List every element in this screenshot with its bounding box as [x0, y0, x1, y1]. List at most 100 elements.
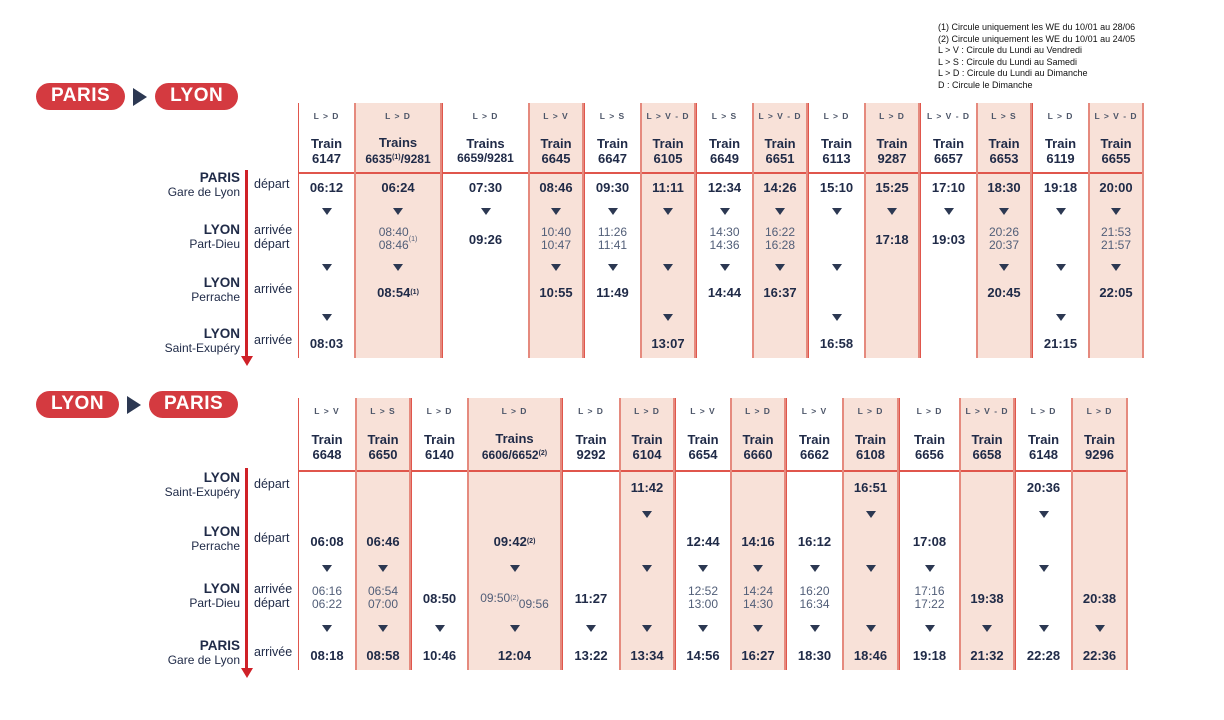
train-column-times: 11:11 13:07: [642, 172, 694, 358]
continuation-arrow-cell: [754, 256, 806, 278]
train-prefix: Train: [1100, 135, 1132, 151]
station-label: LYON Perrache: [191, 525, 240, 554]
legend-line: L > D : Circule du Lundi au Dimanche: [938, 68, 1088, 78]
train-number: Train 9287: [866, 129, 918, 172]
direction-arrow-icon: [133, 87, 148, 106]
train-number: Train 6645: [530, 129, 582, 172]
continuation-arrow-cell: [469, 556, 560, 580]
train-number-value: 6645: [541, 150, 571, 166]
service-days-label: L > D: [313, 111, 340, 121]
train-column: L > D Train 9292 11:27 13:22: [562, 398, 619, 670]
continuation-arrow-cell: [299, 256, 354, 278]
time-cell: 19:18: [1043, 179, 1078, 195]
train-column-times: 07:30 09:26: [443, 172, 528, 358]
train-column-times: 06:12 08:03: [299, 172, 354, 358]
train-prefix: Train: [708, 135, 741, 151]
continuation-arrow-icon: [887, 207, 897, 215]
empty-cell: [866, 328, 918, 358]
empty-cell: [1073, 526, 1126, 556]
time-cell: 08:50: [422, 590, 457, 606]
continuation-arrow-icon: [480, 207, 491, 215]
train-number-value: 9292: [576, 447, 606, 462]
empty-cell: [443, 256, 528, 278]
empty-cell: [563, 472, 619, 502]
train-column: L > V - D Train 6651 14:26 16:22 16:28 16:37: [752, 103, 808, 358]
time-cell: 14:26: [763, 179, 797, 195]
train-column: L > S Train 6649 12:34 14:30 14:36 14:44: [696, 103, 752, 358]
time-cell: 15:10: [819, 179, 854, 195]
continuation-arrow-icon: [509, 564, 520, 572]
station-label: LYON Saint-Exupéry: [165, 327, 240, 356]
time-cell: 21:53 21:57: [1100, 225, 1132, 252]
train-number-value: 6140: [425, 447, 454, 462]
stop-type-label: départ: [254, 177, 290, 191]
train-column-times: 14:16 14:24 14:30 16:27: [732, 470, 784, 670]
service-days-label: L > V - D: [965, 406, 1009, 416]
train-column: L > D Train 6140 08:50 10:46: [411, 398, 467, 670]
continuation-arrow-icon: [1038, 564, 1049, 572]
empty-cell: [676, 502, 730, 526]
service-days-label: L > V - D: [646, 111, 690, 121]
time-cell: 22:36: [1082, 647, 1117, 663]
time-cell: 15:25: [875, 179, 909, 195]
train-number-value: 6659/9281: [457, 150, 514, 165]
station-label: LYON Part-Dieu: [189, 223, 240, 252]
service-days-label: L > D: [857, 406, 884, 416]
train-number: Train 6651: [754, 129, 806, 172]
time-cell: 16:58: [819, 335, 854, 351]
service-days-label: L > D: [1047, 111, 1074, 121]
station-name: Part-Dieu: [189, 596, 240, 610]
route-header-lyon-paris: LYON PARIS: [36, 391, 239, 418]
train-column-times: 06:24 08:40 08:46 (1) 08:54 (1): [356, 172, 440, 358]
continuation-arrow-icon: [1055, 207, 1066, 215]
time-cell: 16:37: [763, 284, 797, 300]
service-days-label: L > D: [823, 111, 850, 121]
train-number-value: 6147: [312, 150, 341, 166]
time-cell: 09:30: [595, 179, 630, 195]
train-number: Train 6648: [299, 424, 355, 470]
time-cell: 06:12: [309, 179, 344, 195]
empty-cell: [697, 328, 752, 358]
train-number: Train 9296: [1073, 424, 1126, 470]
empty-cell: [921, 328, 976, 358]
time-cell: 18:30: [797, 647, 832, 663]
train-number: Train 6649: [697, 129, 752, 172]
empty-cell: [412, 472, 467, 502]
train-column-times: 15:25 17:18: [866, 172, 918, 358]
empty-cell: [732, 502, 784, 526]
empty-cell: [900, 472, 959, 502]
service-days-label: L > V - D: [758, 111, 802, 121]
train-number: Train 6148: [1016, 424, 1071, 470]
empty-cell: [356, 306, 440, 328]
continuation-arrow-cell: [1033, 200, 1088, 222]
continuation-arrow-cell: [443, 200, 528, 222]
continuation-arrow-cell: [1033, 306, 1088, 328]
train-number-value: 6654: [688, 447, 718, 462]
train-prefix: Train: [764, 135, 796, 151]
time-cell: 22:28: [1026, 647, 1061, 663]
service-days-label: L > D: [745, 406, 771, 416]
station-city: LYON: [203, 581, 240, 596]
continuation-arrow-icon: [642, 564, 652, 572]
train-column: L > D Trains 6606/6652(2) 09:42 (2) 09:50 (2) 0…: [467, 398, 562, 670]
station-name: Perrache: [191, 290, 240, 304]
continuation-arrow-icon: [393, 263, 403, 271]
train-prefix: Train: [742, 432, 774, 447]
legend-line: L > S : Circule du Lundi au Samedi: [938, 56, 1077, 67]
train-column-times: 20:36 22:28: [1016, 470, 1071, 670]
train-column-times: 11:42 13:34: [621, 470, 673, 670]
train-number: Train 6656: [900, 424, 959, 470]
train-column-times: 16:12 16:20 16:34 18:30: [787, 470, 842, 670]
service-days-label: L > V: [543, 111, 569, 121]
empty-cell: [299, 222, 354, 256]
empty-cell: [961, 556, 1013, 580]
train-number: Train 9292: [563, 424, 619, 470]
empty-cell: [469, 502, 560, 526]
time-cell: 12:34: [707, 179, 742, 195]
continuation-arrow-icon: [865, 510, 876, 518]
direction-arrow-icon: [127, 395, 142, 414]
train-prefix: Train: [1083, 432, 1116, 447]
time-cell: 17:08: [912, 533, 947, 549]
empty-cell: [866, 306, 918, 328]
